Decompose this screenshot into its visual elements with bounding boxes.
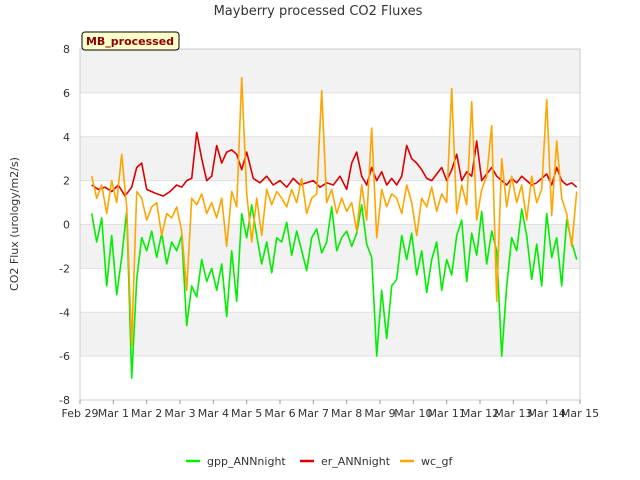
dataset-tag-label: MB_processed [86,35,174,48]
dataset-tag: MB_processed [81,31,180,51]
legend-label: gpp_ANNnight [207,455,286,468]
y-tick-label: 8 [63,43,70,56]
x-tick-label: Mar 11 [428,407,466,420]
legend: gpp_ANNnight er_ANNnight wc_gf [186,455,454,468]
plot-band [80,312,580,357]
x-tick-label: Mar 3 [164,407,195,420]
x-tick-label: Mar 5 [231,407,262,420]
y-axis-ticks: -8 -6 -4 -2 0 2 4 6 8 [59,43,70,407]
y-tick-label: -8 [59,394,70,407]
dataset-tag-box [81,31,180,51]
x-tick-label: Mar 1 [98,407,129,420]
x-tick-label: Mar 9 [364,407,395,420]
x-tick-label: Mar 13 [494,407,532,420]
y-tick-label: 6 [63,87,70,100]
plot-band [80,49,580,93]
x-tick-label: Mar 10 [394,407,432,420]
y-tick-label: 2 [63,175,70,188]
x-tick-label: Mar 15 [561,407,599,420]
series-lines [90,76,578,379]
plot-band [80,92,580,137]
series-line-er-annnight [91,131,578,197]
plot-frame [79,48,581,401]
y-axis-label: CO2 Flux (urology/m2/s) [8,157,21,291]
y-tick-label: 0 [63,219,70,232]
y-tick-label: 4 [63,131,70,144]
x-tick-label: Mar 7 [298,407,329,420]
x-tick-label: Mar 12 [461,407,499,420]
x-tick-label: Mar 2 [131,407,162,420]
legend-label: er_ANNnight [321,455,391,468]
chart-title: Mayberry processed CO2 Fluxes [214,4,423,19]
y-tick-label: -2 [59,262,70,275]
plot-band [80,136,580,181]
plot-band [80,356,580,400]
x-tick-label: Mar 4 [198,407,229,420]
x-axis-ticks: Feb 29 Mar 1 Mar 2 Mar 3 Mar 4 Mar 5 Mar 6 Mar … [62,400,599,420]
x-tick-label: Mar 14 [528,407,566,420]
y-tick-label: -4 [59,306,70,319]
x-tick-label: Mar 6 [264,407,295,420]
legend-label: wc_gf [421,455,454,468]
x-tick-label: Mar 8 [331,407,362,420]
x-tick-label: Feb 29 [62,407,99,420]
series-line-wc-gf [90,76,578,347]
y-tick-label: -6 [59,350,70,363]
